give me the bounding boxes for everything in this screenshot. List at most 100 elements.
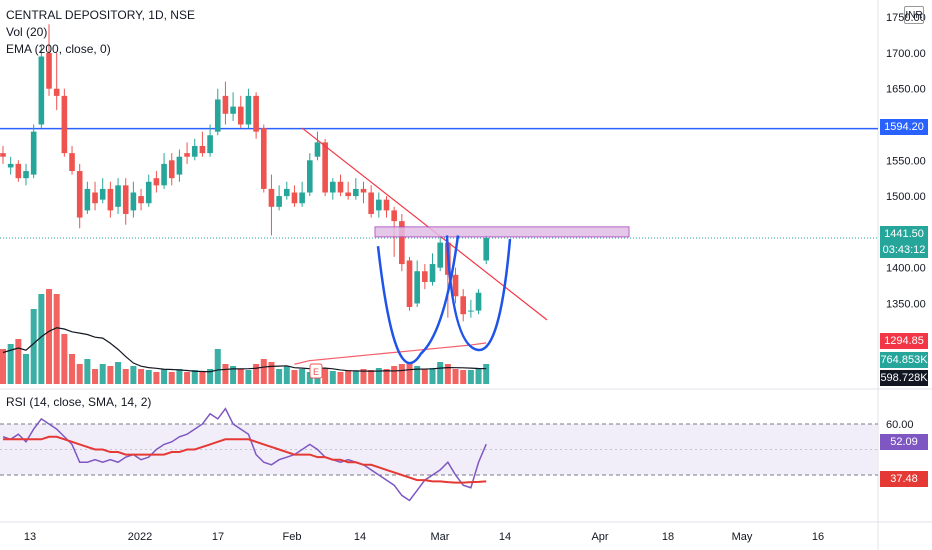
volume-bar bbox=[306, 372, 313, 384]
volume-bar bbox=[23, 354, 30, 384]
candle-body bbox=[15, 163, 22, 179]
candle-body bbox=[414, 271, 420, 304]
candle-body bbox=[46, 52, 52, 89]
candle-body bbox=[360, 188, 367, 193]
candle-body bbox=[406, 260, 413, 308]
candle-body bbox=[399, 221, 405, 265]
legend-ema: EMA (200, close, 0) bbox=[6, 42, 111, 56]
time-axis-label: 18 bbox=[662, 531, 674, 543]
descending-trendline bbox=[301, 127, 548, 321]
volume-bar bbox=[329, 371, 336, 384]
volume-bar bbox=[107, 366, 114, 384]
volume-bar bbox=[375, 368, 382, 384]
volume-bar bbox=[444, 364, 451, 384]
candle-body bbox=[153, 178, 160, 186]
volume-bar bbox=[299, 369, 306, 384]
cup-curve-left bbox=[376, 235, 460, 365]
volume-bar bbox=[214, 349, 221, 384]
candle-body bbox=[145, 181, 152, 204]
candle-body bbox=[184, 153, 190, 157]
cup-curve-right bbox=[445, 235, 512, 352]
candle-body bbox=[291, 192, 298, 204]
volume-bar bbox=[483, 364, 490, 384]
volume-bar bbox=[337, 372, 344, 384]
candle-body bbox=[245, 95, 252, 125]
candle-body bbox=[207, 135, 213, 154]
time-axis-label: May bbox=[732, 531, 753, 543]
volume-bar bbox=[268, 362, 275, 384]
time-axis-label: 14 bbox=[354, 531, 366, 543]
volume-bar bbox=[176, 369, 183, 384]
volume-bar bbox=[245, 370, 252, 384]
volume-bar bbox=[429, 368, 436, 384]
volume-bar bbox=[437, 362, 444, 384]
rsi-tag: 52.09 bbox=[880, 434, 928, 450]
volume-bar bbox=[368, 370, 375, 384]
candle-body bbox=[23, 171, 29, 179]
volume-bar bbox=[467, 370, 474, 384]
candle-body bbox=[376, 199, 382, 211]
candle-body bbox=[122, 185, 129, 214]
earnings-marker bbox=[309, 363, 323, 379]
candle-body bbox=[38, 56, 45, 125]
volume-bar bbox=[260, 359, 267, 384]
time-axis-label: Apr bbox=[591, 531, 608, 543]
candle-body bbox=[0, 153, 6, 157]
candle-body bbox=[268, 188, 275, 207]
volume-bar bbox=[46, 289, 53, 384]
candle-body bbox=[7, 163, 14, 168]
volume-bar bbox=[452, 369, 459, 384]
volume-bar bbox=[145, 370, 152, 384]
volume-bar bbox=[291, 370, 298, 384]
candle-body bbox=[230, 106, 236, 114]
volume-bar bbox=[76, 364, 83, 384]
volume-ma-line bbox=[2, 327, 487, 373]
volume-bar bbox=[475, 368, 482, 384]
time-axis-label: 13 bbox=[24, 531, 36, 543]
volume-bar bbox=[360, 369, 367, 384]
volume-bar bbox=[199, 372, 206, 384]
volume-bar bbox=[383, 369, 390, 384]
time-axis-label: 14 bbox=[499, 531, 511, 543]
candle-body bbox=[452, 274, 459, 297]
rsi-line bbox=[2, 407, 487, 502]
candle-body bbox=[253, 95, 259, 132]
candle-body bbox=[99, 188, 106, 200]
volume-bar bbox=[237, 369, 244, 384]
candle-body bbox=[76, 171, 83, 218]
candle-body bbox=[61, 95, 68, 154]
time-axis-label: 2022 bbox=[128, 531, 152, 543]
candle-body bbox=[330, 181, 336, 193]
legend-title: CENTRAL DEPOSITORY, 1D, NSE bbox=[6, 8, 195, 22]
time-axis-label: 17 bbox=[212, 531, 224, 543]
candle-body bbox=[345, 192, 351, 197]
candle-body bbox=[222, 95, 229, 114]
candle-body bbox=[276, 196, 282, 207]
ema-price-tag: 1294.85 bbox=[880, 333, 928, 349]
volume-bar bbox=[7, 344, 14, 384]
volume-bar bbox=[191, 370, 198, 384]
candle-body bbox=[337, 181, 344, 193]
currency-button[interactable]: INR bbox=[904, 6, 924, 24]
candle-body bbox=[368, 192, 374, 214]
candle-body bbox=[422, 271, 428, 282]
time-axis-label: 16 bbox=[812, 531, 824, 543]
volume-bar bbox=[322, 369, 329, 384]
candle-body bbox=[314, 142, 321, 157]
volume-series bbox=[0, 289, 490, 384]
candle-body bbox=[130, 192, 137, 211]
candle-body bbox=[460, 296, 466, 315]
volume-bar bbox=[345, 370, 352, 384]
volume-tag: 764.853K bbox=[880, 352, 928, 368]
volume-bar bbox=[460, 370, 467, 384]
candle-body bbox=[299, 192, 305, 204]
candle-body bbox=[138, 196, 144, 204]
breakout-zone bbox=[374, 226, 630, 238]
candle-body bbox=[168, 160, 175, 179]
candle-body bbox=[260, 128, 267, 189]
volume-ma-tag: 598.728K bbox=[880, 370, 928, 386]
candle-body bbox=[429, 264, 436, 282]
volume-bar bbox=[406, 362, 413, 384]
time-axis-label: Mar bbox=[431, 531, 450, 543]
